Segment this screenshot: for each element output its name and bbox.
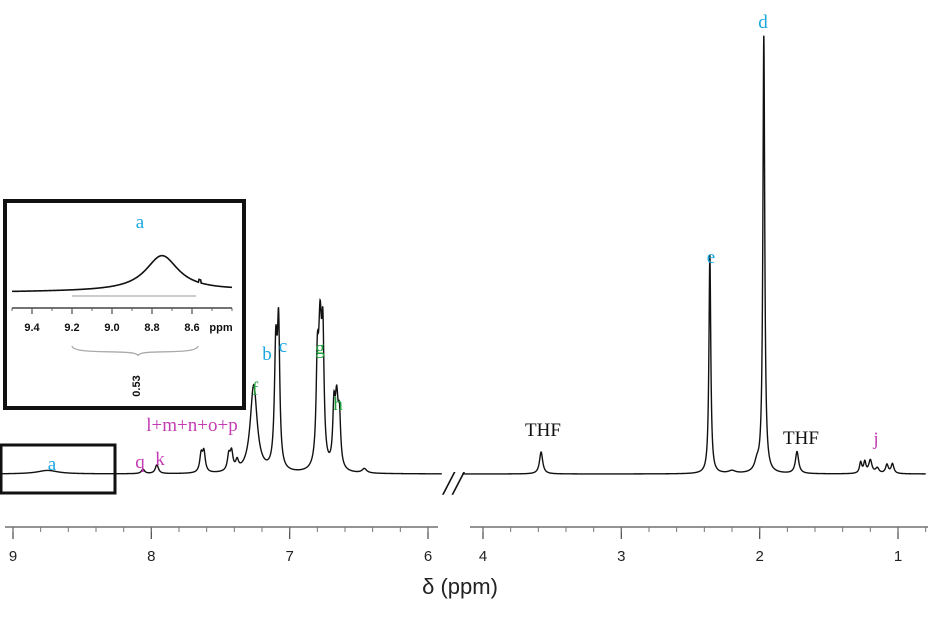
inset-tick-label: ppm — [209, 322, 232, 334]
peak-label-q: q — [135, 452, 145, 473]
x-tick-label: 8 — [147, 548, 155, 565]
inset-integral-bracket — [71, 345, 199, 357]
inset-tick-label: 9.4 — [24, 322, 40, 334]
inset-tick-label: 8.6 — [184, 322, 199, 334]
x-axis-ticks: 9 8 7 6 4 3 2 1 — [9, 527, 927, 565]
peak-label-l-m-n-o-p: l+m+n+o+p — [146, 415, 237, 436]
peak-label-d: d — [758, 12, 768, 33]
peak-label-j: j — [872, 429, 878, 450]
x-tick-label: 2 — [755, 548, 763, 565]
inset-integral-value: 0.53 — [131, 375, 143, 396]
x-tick-label: 9 — [9, 548, 17, 565]
peak-labels: a q k l+m+n+o+p fb c g h THF e d THF j — [48, 12, 879, 475]
peak-label-f: f — [252, 379, 259, 400]
inset-region-marker — [0, 443, 117, 495]
peak-label-thf: THF — [525, 420, 561, 441]
x-axis-title: δ (ppm) — [422, 574, 498, 599]
inset-tick-label: 9.0 — [104, 322, 119, 334]
x-tick-label: 4 — [479, 548, 487, 565]
x-tick-label: 3 — [617, 548, 625, 565]
x-tick-label: 6 — [424, 548, 432, 565]
peak-label-e: e — [707, 247, 715, 268]
inset-tick-label: 9.2 — [64, 322, 79, 334]
peak-label-b: b — [262, 344, 272, 365]
inset-spectrum-trace — [11, 254, 233, 293]
inset-zoom: a 9.4 9.2 9.0 8.8 8.6 ppm 0.53 — [3, 199, 246, 410]
peak-label-a: a — [48, 454, 57, 475]
peak-label-k: k — [155, 449, 165, 470]
spectrum-trace-left — [0, 298, 442, 475]
x-tick-label: 1 — [894, 548, 902, 565]
peak-label-thf: THF — [783, 428, 819, 449]
inset-peak-label: a — [136, 212, 145, 233]
spectrum-trace-right — [462, 35, 926, 475]
peak-label-c: c — [279, 336, 287, 357]
axis-break-marker: // — [442, 465, 466, 502]
inset-frame — [3, 199, 246, 410]
inset-ticks: 9.4 9.2 9.0 8.8 8.6 ppm — [11, 308, 233, 334]
inset-tick-label: 8.8 — [144, 322, 159, 334]
peak-label-g: g — [315, 338, 325, 359]
x-tick-label: 7 — [285, 548, 293, 565]
peak-label-h: h — [333, 394, 343, 415]
